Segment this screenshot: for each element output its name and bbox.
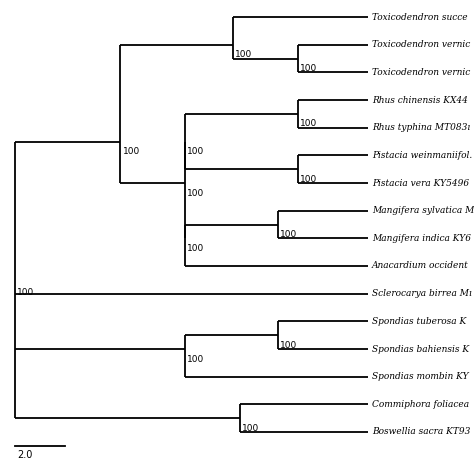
Text: Spondias bahiensis K: Spondias bahiensis K: [372, 345, 469, 354]
Text: 100: 100: [187, 147, 204, 156]
Text: Toxicodendron succe: Toxicodendron succe: [372, 12, 468, 21]
Text: 100: 100: [187, 244, 204, 253]
Text: Spondias tuberosa K: Spondias tuberosa K: [372, 317, 466, 326]
Text: Sclerocarya birrea Mı: Sclerocarya birrea Mı: [372, 289, 472, 298]
Text: Pistacia weinmaniifol.: Pistacia weinmaniifol.: [372, 151, 472, 160]
Text: 100: 100: [123, 147, 140, 156]
Text: Pistacia vera KY5496: Pistacia vera KY5496: [372, 179, 469, 188]
Text: Mangifera sylvatica M: Mangifera sylvatica M: [372, 206, 474, 215]
Text: 100: 100: [242, 424, 259, 433]
Text: Boswellia sacra KT93: Boswellia sacra KT93: [372, 428, 470, 437]
Text: 100: 100: [280, 341, 297, 350]
Text: 100: 100: [17, 288, 34, 297]
Text: Rhus chinensis KX44: Rhus chinensis KX44: [372, 95, 468, 104]
Text: 100: 100: [187, 355, 204, 364]
Text: Rhus typhina MT083ı: Rhus typhina MT083ı: [372, 123, 470, 132]
Text: 100: 100: [300, 64, 317, 73]
Text: 100: 100: [235, 50, 252, 59]
Text: Commiphora foliacea: Commiphora foliacea: [372, 400, 469, 409]
Text: 100: 100: [300, 175, 317, 184]
Text: 100: 100: [300, 119, 317, 128]
Text: 100: 100: [187, 189, 204, 198]
Text: Spondias mombin KY: Spondias mombin KY: [372, 372, 469, 381]
Text: Anacardium occident: Anacardium occident: [372, 262, 469, 271]
Text: Toxicodendron vernic: Toxicodendron vernic: [372, 40, 470, 49]
Text: 2.0: 2.0: [17, 450, 32, 460]
Text: Mangifera indica KY6: Mangifera indica KY6: [372, 234, 471, 243]
Text: Toxicodendron vernic: Toxicodendron vernic: [372, 68, 470, 77]
Text: 100: 100: [280, 230, 297, 239]
